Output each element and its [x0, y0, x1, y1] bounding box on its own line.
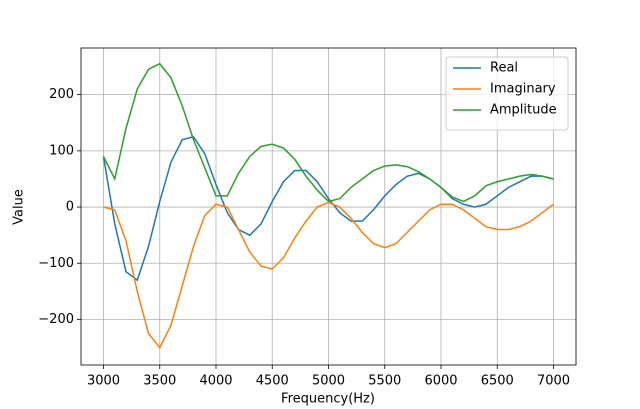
x-tick-label: 7000: [537, 374, 570, 389]
data-line: [102, 62, 554, 203]
x-tick-label: 5000: [312, 374, 345, 389]
x-tick-label: 3000: [87, 374, 120, 389]
x-tick-label: 3500: [143, 374, 176, 389]
legend-label: Amplitude: [490, 103, 557, 118]
legend: Real Imaginary Amplitude: [445, 56, 569, 131]
legend-box: [445, 56, 569, 131]
y-tick-label: −200: [38, 312, 74, 327]
x-tick-label: 6500: [481, 374, 514, 389]
x-tick-label: 5500: [368, 374, 401, 389]
x-tick-label: 4000: [199, 374, 232, 389]
y-tick-label: 200: [49, 87, 74, 102]
x-axis-label: Frequency(Hz): [281, 392, 375, 407]
plot-frame: [80, 47, 577, 366]
x-tick-label: 6000: [424, 374, 457, 389]
y-tick-label: 0: [66, 200, 74, 215]
y-axis-label: Value: [12, 189, 27, 225]
data-line: [103, 201, 554, 349]
x-tick-label: 4500: [256, 374, 289, 389]
y-tick-label: −100: [38, 256, 74, 271]
data-line: [102, 135, 554, 282]
y-tick-label: 100: [49, 143, 74, 158]
legend-label: Imaginary: [490, 82, 556, 97]
legend-label: Real: [490, 61, 518, 76]
